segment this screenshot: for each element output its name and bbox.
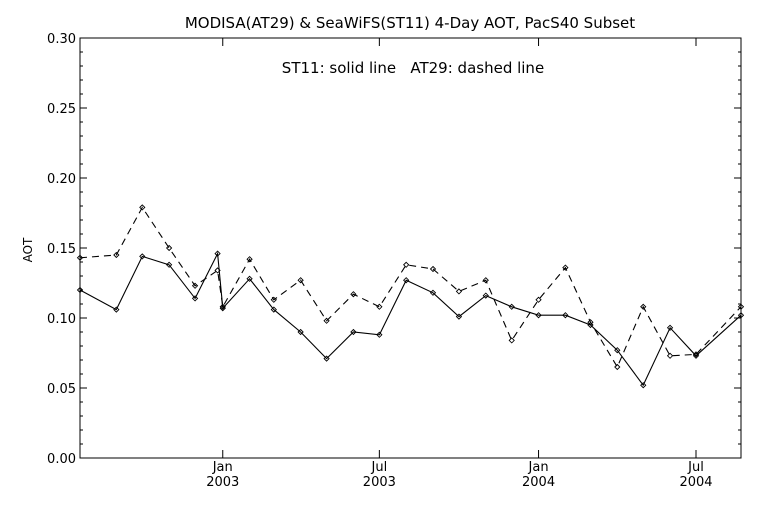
series-legend-annotation: ST11: solid line AT29: dashed line	[282, 59, 544, 77]
series-st11-point	[113, 306, 120, 313]
y-tick-label: 0.15	[47, 242, 76, 257]
series-at29-point	[403, 261, 410, 268]
series-st11-point	[429, 289, 437, 296]
series-at29-point	[270, 296, 277, 303]
series-at29-point	[640, 303, 647, 310]
series-st11-point	[562, 312, 569, 319]
series-st11-point	[191, 295, 199, 302]
series-at29-point	[350, 291, 357, 298]
series-at29-point	[429, 265, 437, 273]
series-at29-point	[113, 251, 120, 259]
y-axis-label: AOT	[21, 237, 35, 262]
series-at29-line	[79, 206, 742, 369]
series-st11-point	[666, 324, 674, 331]
x-tick-label: Jul	[687, 460, 704, 475]
series-at29-point	[562, 264, 569, 271]
series-at29-point	[214, 267, 221, 274]
series-st11-point	[76, 286, 84, 294]
series-st11-point	[270, 306, 277, 313]
y-tick-label: 0.20	[47, 172, 76, 187]
series-st11-point	[323, 355, 330, 362]
series-st11-point	[139, 253, 146, 260]
series-st11-point	[246, 275, 253, 282]
series-at29-point	[165, 244, 173, 252]
chart-title: MODISA(AT29) & SeaWiFS(ST11) 4-Day AOT, …	[185, 14, 635, 32]
series-at29-point	[246, 256, 253, 263]
series-st11-point	[508, 303, 515, 310]
series-at29-point	[666, 352, 674, 359]
x-tick-label: Jul	[371, 460, 388, 475]
series-at29-point	[139, 204, 146, 211]
x-tick-label: 2004	[522, 475, 555, 490]
y-tick-label: 0.25	[47, 102, 76, 117]
x-tick-label: Jan	[212, 460, 233, 475]
plot-frame	[79, 37, 742, 459]
series-at29-point	[535, 296, 542, 303]
series-at29-point	[76, 254, 84, 261]
series-at29-point	[297, 277, 304, 284]
series-at29-point	[376, 303, 383, 310]
series-at29-point	[587, 319, 594, 326]
y-tick-label: 0.10	[47, 312, 76, 327]
series-st11-point	[376, 331, 383, 338]
x-tick-label: Jan	[528, 460, 549, 475]
series-at29-point	[191, 282, 199, 289]
series-at29-point	[508, 337, 515, 344]
plot-area	[76, 204, 745, 389]
series-st11-point	[535, 312, 542, 319]
series-at29-point	[323, 317, 330, 324]
series-st11-point	[350, 328, 357, 336]
series-st11-point	[214, 250, 221, 257]
x-tick-label: 2003	[363, 475, 396, 490]
series-st11-point	[297, 328, 304, 336]
series-at29-point	[455, 288, 463, 295]
series-st11-point	[614, 347, 621, 354]
y-tick-label: 0.05	[47, 382, 76, 397]
series-at29-point	[737, 303, 745, 310]
series-st11-point	[165, 261, 173, 268]
series-st11-point	[403, 277, 410, 284]
series-st11-point	[482, 292, 489, 299]
series-st11-point	[455, 313, 463, 320]
series-at29-point	[692, 351, 700, 358]
series-at29-point	[219, 303, 226, 310]
series-st11-point	[640, 382, 647, 389]
x-tick-label: 2003	[206, 475, 239, 490]
y-tick-label: 0.00	[47, 452, 76, 467]
series-st11-point	[737, 312, 745, 319]
x-tick-label: 2004	[679, 475, 712, 490]
series-at29-point	[482, 277, 489, 284]
series-at29-point	[614, 363, 621, 371]
series-st11-line	[79, 251, 742, 387]
y-axis: 0.00 0.05 0.10 0.15 0.20 0.25 0.30	[47, 32, 741, 467]
y-tick-label: 0.30	[47, 32, 76, 47]
